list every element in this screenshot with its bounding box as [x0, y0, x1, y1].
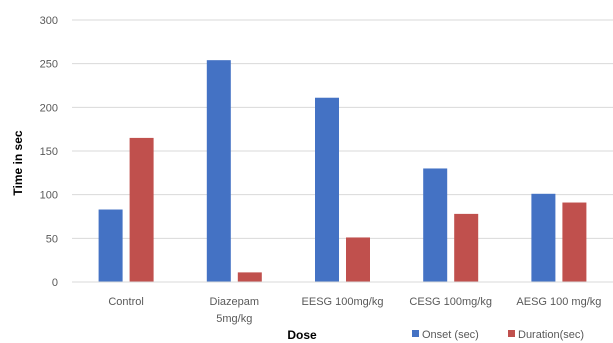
y-tick-label: 250 [40, 59, 58, 71]
legend-swatch-duration [508, 330, 515, 337]
legend-swatch-onset [412, 330, 419, 337]
legend-label-onset: Onset (sec) [422, 329, 479, 341]
bar-duration [237, 272, 262, 282]
gridlines [72, 19, 613, 239]
x-tick-label: Diazepam 5mg/kg [210, 296, 260, 325]
bar-onset [206, 60, 231, 282]
bar-onset [98, 209, 123, 282]
x-axis-tick-labels: Control Diazepam 5mg/kg EESG 100mg/kg CESG 1… [108, 296, 601, 325]
y-tick-label: 100 [40, 190, 58, 202]
x-axis-title: Dose [287, 328, 317, 342]
bar-duration [346, 237, 370, 282]
y-tick-label: 50 [46, 233, 58, 245]
bar-duration [129, 137, 154, 282]
y-tick-label: 0 [52, 277, 58, 289]
bar-onset [423, 168, 448, 282]
bar-duration [562, 202, 587, 282]
y-tick-label: 200 [40, 102, 58, 114]
y-tick-label: 150 [40, 146, 58, 158]
x-tick-label: CESG 100mg/kg [409, 296, 492, 308]
y-axis-tick-labels: 0 50 100 150 200 250 300 [40, 15, 58, 289]
x-tick-label: Control [108, 296, 143, 308]
bar-onset [531, 193, 556, 282]
y-axis-title: Time in sec [11, 130, 25, 195]
legend-label-duration: Duration(sec) [518, 329, 584, 341]
legend: Onset (sec) Duration(sec) [412, 329, 584, 341]
bars [98, 60, 587, 282]
x-tick-label: EESG 100mg/kg [302, 296, 384, 308]
bar-duration [454, 213, 479, 282]
bar-onset [315, 97, 339, 282]
y-tick-label: 300 [40, 15, 58, 27]
x-tick-label: AESG 100 mg/kg [516, 296, 601, 308]
